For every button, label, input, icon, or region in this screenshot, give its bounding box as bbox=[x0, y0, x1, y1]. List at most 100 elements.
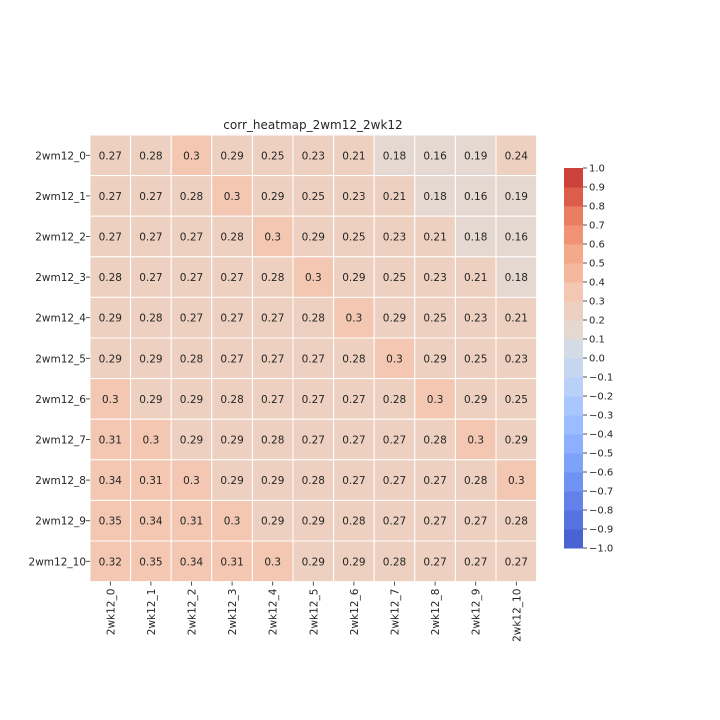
heatmap-cell bbox=[211, 378, 253, 420]
cell-value-label: 0.31 bbox=[99, 435, 122, 447]
heatmap-cell bbox=[495, 378, 538, 420]
cell-value-label: 0.25 bbox=[383, 272, 406, 284]
colorbar-segment bbox=[564, 168, 583, 188]
heatmap-cells: 0.27 0.28 0.3 0.29 0.25 0.23 0.21 0.18 0.16 0.19 0… bbox=[89, 134, 538, 583]
heatmap-cell bbox=[170, 459, 213, 501]
heatmap-cell bbox=[414, 256, 456, 298]
cell-value-label: 0.31 bbox=[180, 516, 203, 528]
cell-value-label: 0.27 bbox=[220, 313, 243, 325]
colorbar-segment bbox=[564, 282, 583, 302]
cell-value-label: 0.23 bbox=[383, 232, 406, 244]
cell-value-label: 0.29 bbox=[180, 435, 203, 447]
heatmap-cell bbox=[251, 540, 294, 583]
column-tick-label: 2wk12_0 bbox=[105, 589, 117, 636]
column-tick-label: 2wk12_1 bbox=[146, 589, 158, 636]
cell-value-label: 0.27 bbox=[99, 150, 122, 162]
cell-value-label: 0.34 bbox=[139, 516, 163, 528]
cell-value-label: 0.28 bbox=[139, 313, 162, 325]
heatmap-cell bbox=[170, 378, 213, 420]
heatmap-cell bbox=[130, 418, 172, 461]
cell-value-label: 0.29 bbox=[261, 516, 284, 528]
heatmap-cell bbox=[89, 459, 132, 501]
row-tick-label: 2wm12_9 bbox=[35, 516, 86, 528]
heatmap-cell bbox=[130, 296, 172, 339]
cell-value-label: 0.29 bbox=[261, 191, 284, 203]
heatmap-cell bbox=[373, 418, 416, 461]
column-tick-label: 2wk12_10 bbox=[511, 589, 523, 642]
heatmap-cell bbox=[130, 134, 172, 177]
cell-value-label: 0.3 bbox=[102, 394, 119, 406]
heatmap-cell bbox=[333, 296, 375, 339]
cell-value-label: 0.29 bbox=[505, 435, 528, 447]
cell-value-label: 0.21 bbox=[464, 272, 487, 284]
cell-value-label: 0.31 bbox=[220, 556, 243, 568]
cell-value-label: 0.27 bbox=[220, 353, 243, 365]
column-tick-label: 2wk12_7 bbox=[390, 589, 402, 636]
heatmap-cell bbox=[454, 296, 497, 339]
heatmap-cell bbox=[414, 337, 456, 380]
heatmap-cell bbox=[373, 378, 416, 420]
row-tick-label: 2wm12_2 bbox=[35, 232, 86, 244]
cell-value-label: 0.3 bbox=[346, 313, 363, 325]
heatmap-cell bbox=[414, 540, 456, 583]
heatmap-cell bbox=[373, 175, 416, 217]
cell-value-label: 0.23 bbox=[464, 313, 487, 325]
cell-value-label: 0.3 bbox=[264, 232, 281, 244]
colorbar-segment bbox=[564, 453, 583, 473]
cell-value-label: 0.29 bbox=[302, 232, 325, 244]
row-tick-label: 2wm12_6 bbox=[35, 394, 86, 406]
cell-value-label: 0.3 bbox=[183, 475, 200, 487]
cell-value-label: 0.27 bbox=[261, 313, 284, 325]
heatmap-cell bbox=[333, 256, 375, 298]
cell-value-label: 0.25 bbox=[423, 313, 446, 325]
heatmap-cell bbox=[292, 418, 335, 461]
column-tick-label: 2wk12_5 bbox=[308, 589, 320, 636]
heatmap-cell bbox=[89, 418, 132, 461]
cell-value-label: 0.29 bbox=[302, 516, 325, 528]
cell-value-label: 0.27 bbox=[423, 556, 446, 568]
cell-value-label: 0.25 bbox=[464, 353, 487, 365]
heatmap-cell bbox=[414, 296, 456, 339]
heatmap-cell bbox=[454, 134, 497, 177]
cell-value-label: 0.27 bbox=[383, 516, 406, 528]
cell-value-label: 0.18 bbox=[423, 191, 446, 203]
colorbar: 1.0 0.9 0.8 0.7 0.6 0.5 0.4 0.3 0.2 0.1 0.0 −0.1 −0.… bbox=[564, 164, 613, 555]
cell-value-label: 0.27 bbox=[180, 272, 203, 284]
cell-value-label: 0.24 bbox=[505, 150, 529, 162]
column-tick-label: 2wk12_9 bbox=[471, 589, 483, 636]
colorbar-tick-label: −0.2 bbox=[589, 392, 613, 403]
heatmap-cell bbox=[333, 418, 375, 461]
cell-value-label: 0.29 bbox=[220, 475, 243, 487]
heatmap-cell bbox=[454, 175, 497, 217]
column-tick-label: 2wk12_3 bbox=[227, 589, 239, 636]
colorbar-tick-label: 0.2 bbox=[589, 316, 605, 327]
cell-value-label: 0.27 bbox=[342, 475, 365, 487]
cell-value-label: 0.27 bbox=[505, 556, 528, 568]
heatmap-cell bbox=[333, 459, 375, 501]
heatmap-cell bbox=[495, 418, 538, 461]
heatmap-cell bbox=[454, 459, 497, 501]
cell-value-label: 0.28 bbox=[220, 394, 243, 406]
cell-value-label: 0.21 bbox=[342, 150, 365, 162]
colorbar-tick-label: 0.6 bbox=[589, 240, 605, 251]
cell-value-label: 0.29 bbox=[423, 353, 446, 365]
heatmap-cell bbox=[89, 296, 132, 339]
cell-value-label: 0.27 bbox=[99, 191, 122, 203]
row-tick-label: 2wm12_7 bbox=[35, 435, 86, 447]
heatmap-cell bbox=[495, 134, 538, 177]
heatmap-cell bbox=[170, 296, 213, 339]
colorbar-tick-label: 0.4 bbox=[589, 278, 605, 289]
colorbar-segment bbox=[564, 263, 583, 283]
cell-value-label: 0.29 bbox=[99, 313, 122, 325]
cell-value-label: 0.27 bbox=[139, 232, 162, 244]
row-tick-label: 2wm12_10 bbox=[29, 556, 86, 568]
cell-value-label: 0.23 bbox=[423, 272, 446, 284]
cell-value-label: 0.3 bbox=[427, 394, 444, 406]
cell-value-label: 0.27 bbox=[464, 556, 487, 568]
cell-value-label: 0.28 bbox=[139, 150, 162, 162]
colorbar-tick-label: 0.7 bbox=[589, 221, 605, 232]
cell-value-label: 0.29 bbox=[302, 556, 325, 568]
heatmap-cell bbox=[292, 378, 335, 420]
colorbar-segment bbox=[564, 187, 583, 207]
heatmap-cell bbox=[130, 540, 172, 583]
